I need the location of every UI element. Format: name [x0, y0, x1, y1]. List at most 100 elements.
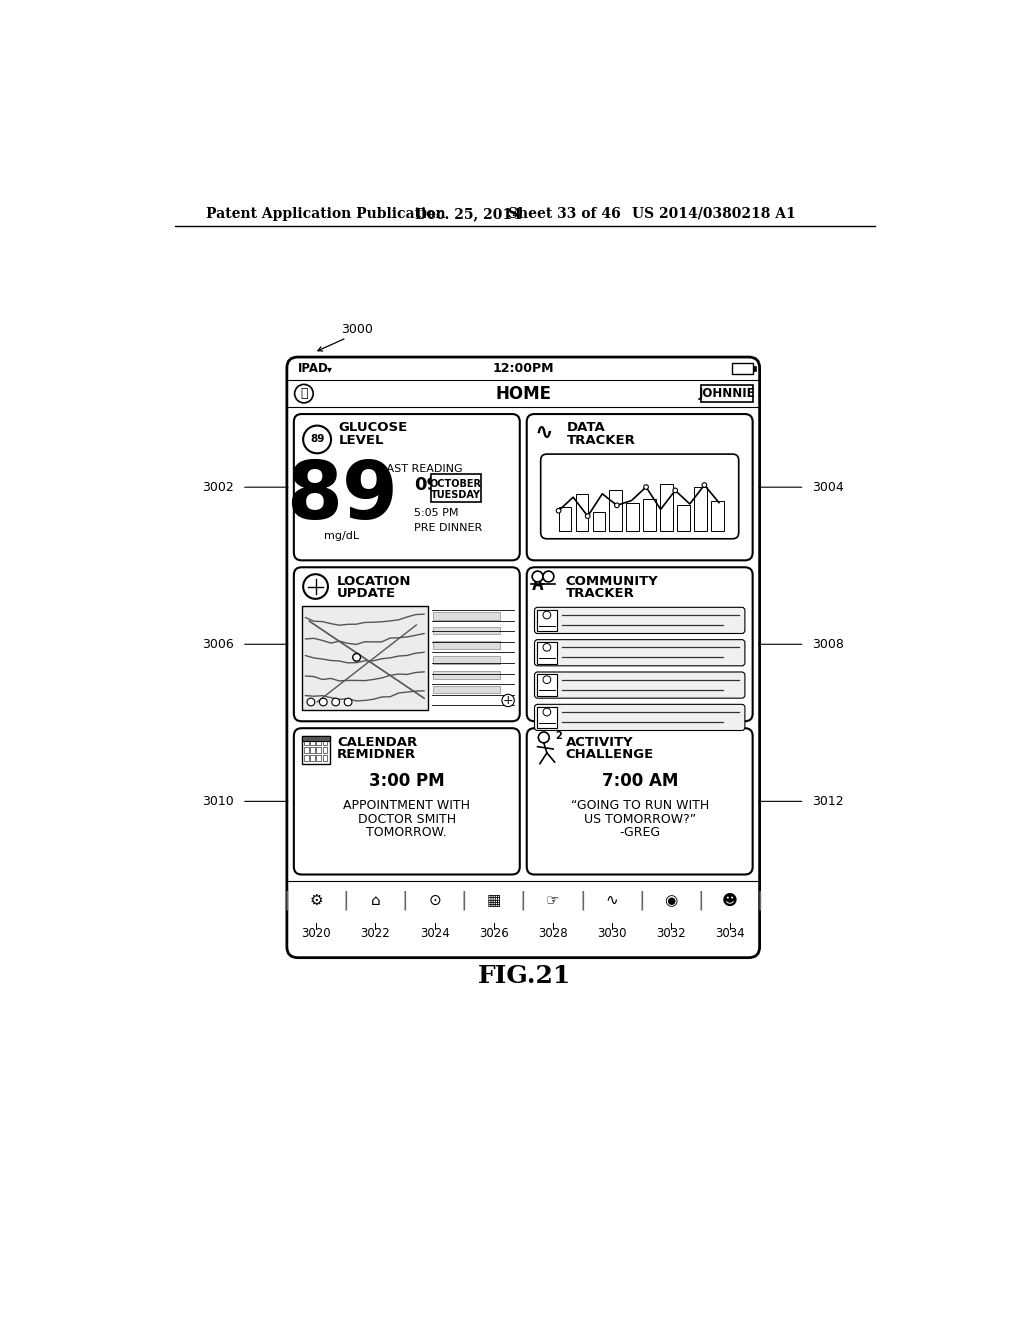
Text: 3:00 PM: 3:00 PM	[369, 772, 444, 789]
Text: GLUCOSE: GLUCOSE	[339, 421, 408, 434]
Text: ∿: ∿	[535, 424, 553, 444]
Text: LOCATION: LOCATION	[337, 574, 411, 587]
FancyBboxPatch shape	[541, 454, 738, 539]
FancyBboxPatch shape	[294, 568, 520, 721]
Bar	[694, 487, 707, 531]
Circle shape	[344, 698, 352, 706]
Text: |: |	[638, 891, 645, 911]
FancyBboxPatch shape	[287, 358, 760, 958]
Text: “GOING TO RUN WITH: “GOING TO RUN WITH	[570, 799, 709, 812]
Text: |: |	[461, 891, 467, 911]
Text: CALENDAR: CALENDAR	[337, 735, 418, 748]
Text: |: |	[697, 891, 703, 911]
Text: ▾: ▾	[328, 363, 332, 374]
Text: |: |	[343, 891, 349, 911]
Text: LEVEL: LEVEL	[339, 434, 384, 446]
Bar	[302, 737, 330, 763]
Bar	[310, 739, 314, 744]
Bar	[754, 367, 756, 371]
Text: ⚙: ⚙	[309, 894, 324, 908]
Bar	[537, 675, 557, 696]
Text: FIG.21: FIG.21	[478, 964, 571, 989]
Bar	[732, 363, 754, 374]
Bar	[627, 503, 639, 531]
Circle shape	[556, 508, 561, 513]
Text: TUESDAY: TUESDAY	[431, 490, 481, 500]
Text: PRE DINNER: PRE DINNER	[414, 523, 482, 533]
Bar	[433, 627, 501, 635]
Text: |: |	[520, 891, 526, 911]
Text: 3020: 3020	[301, 927, 331, 940]
FancyBboxPatch shape	[294, 729, 520, 875]
Text: A: A	[531, 574, 544, 594]
Text: 3034: 3034	[716, 927, 745, 940]
Bar	[660, 483, 673, 531]
Text: 3006: 3006	[203, 638, 234, 651]
Bar	[575, 494, 588, 531]
FancyBboxPatch shape	[535, 640, 744, 665]
Circle shape	[502, 694, 514, 706]
Bar	[433, 671, 501, 678]
Text: 3026: 3026	[479, 927, 509, 940]
Text: ⌂: ⌂	[371, 894, 380, 908]
Bar	[433, 612, 501, 619]
Text: +: +	[503, 694, 513, 708]
Text: 3002: 3002	[203, 480, 234, 494]
Bar	[537, 706, 557, 729]
Bar	[316, 739, 321, 744]
Text: |: |	[284, 891, 290, 911]
Text: ⊙: ⊙	[428, 894, 441, 908]
Text: COMMUNITY: COMMUNITY	[565, 574, 658, 587]
FancyBboxPatch shape	[535, 607, 744, 634]
Text: ▦: ▦	[486, 894, 501, 908]
FancyBboxPatch shape	[526, 568, 753, 721]
Circle shape	[295, 384, 313, 403]
Text: 3030: 3030	[597, 927, 627, 940]
Text: 7:00 AM: 7:00 AM	[601, 772, 678, 789]
Text: |: |	[757, 891, 763, 911]
Text: 89: 89	[310, 434, 325, 445]
Bar	[609, 491, 622, 531]
Bar	[304, 747, 308, 752]
Circle shape	[702, 483, 707, 487]
Bar	[433, 642, 501, 649]
Text: OCTOBER: OCTOBER	[430, 479, 482, 490]
Circle shape	[539, 733, 549, 743]
Text: TRACKER: TRACKER	[567, 434, 636, 446]
Text: |: |	[401, 891, 409, 911]
Bar	[643, 499, 655, 531]
FancyBboxPatch shape	[526, 729, 753, 875]
Bar	[593, 512, 605, 531]
Circle shape	[543, 644, 551, 651]
Text: CHALLENGE: CHALLENGE	[565, 748, 653, 760]
Text: 2: 2	[555, 731, 562, 741]
Circle shape	[614, 503, 620, 508]
Text: 3004: 3004	[812, 480, 844, 494]
Bar	[323, 739, 328, 744]
Circle shape	[303, 425, 331, 453]
Text: 3024: 3024	[420, 927, 450, 940]
Bar	[323, 755, 328, 760]
Bar	[537, 610, 557, 631]
Bar	[310, 755, 314, 760]
Text: 3010: 3010	[203, 795, 234, 808]
Text: 09: 09	[414, 477, 439, 494]
Text: ◉: ◉	[665, 894, 678, 908]
Circle shape	[352, 653, 360, 661]
FancyBboxPatch shape	[294, 414, 520, 561]
Bar	[712, 500, 724, 531]
Bar	[433, 685, 501, 693]
Text: REMIDNER: REMIDNER	[337, 748, 417, 760]
Bar	[310, 747, 314, 752]
Circle shape	[543, 708, 551, 715]
Text: Dec. 25, 2014: Dec. 25, 2014	[415, 207, 521, 220]
Text: mg/dL: mg/dL	[325, 531, 359, 541]
FancyBboxPatch shape	[526, 414, 753, 561]
Bar	[433, 656, 501, 664]
Circle shape	[319, 698, 328, 706]
Text: UPDATE: UPDATE	[337, 587, 395, 601]
Bar	[316, 747, 321, 752]
Text: ACTIVITY: ACTIVITY	[565, 735, 633, 748]
Circle shape	[543, 611, 551, 619]
Bar	[302, 606, 428, 710]
